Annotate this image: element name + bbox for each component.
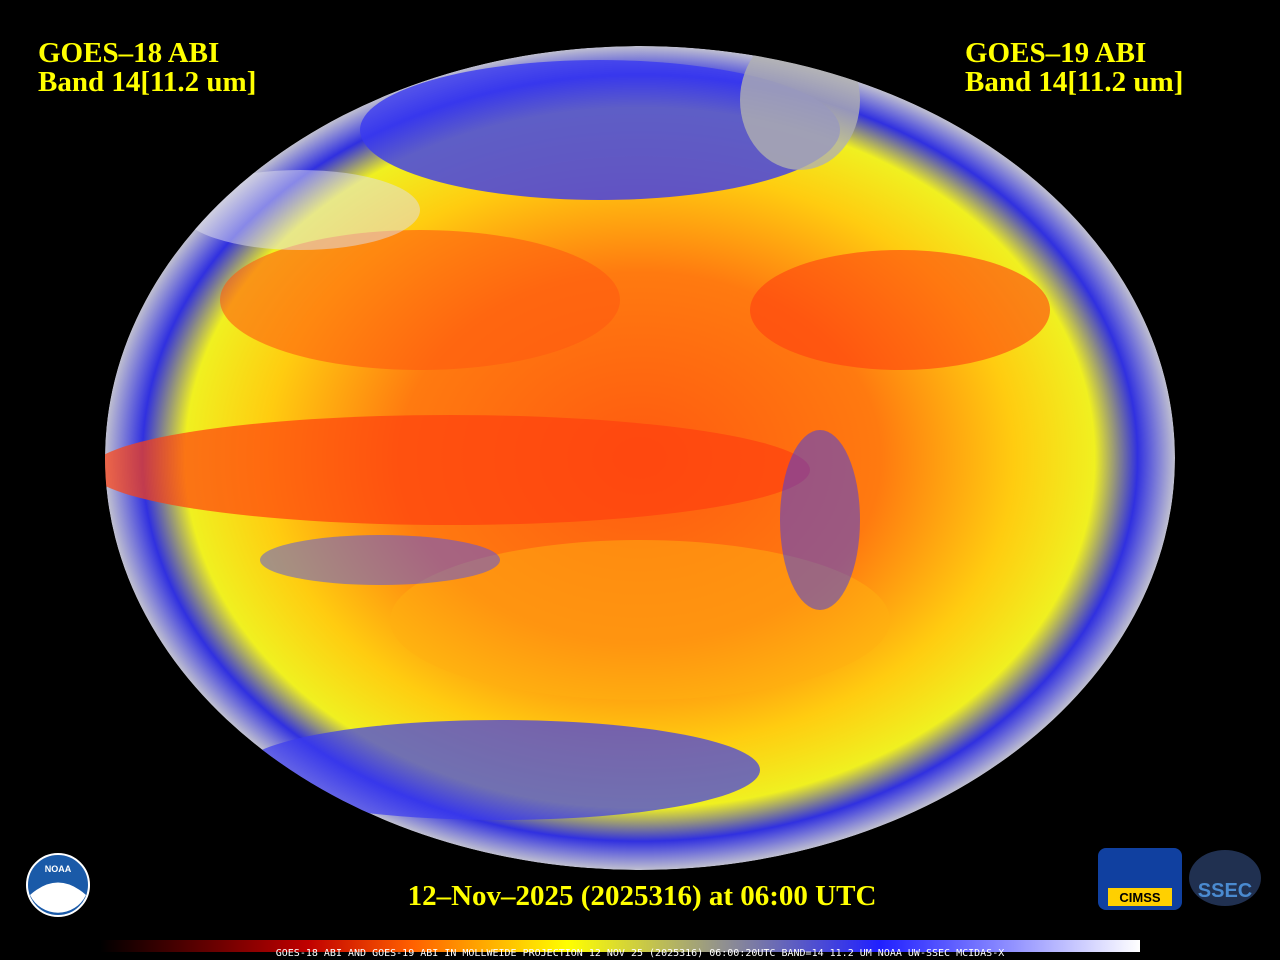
cimss-logo: CIMSS <box>1098 848 1182 910</box>
noaa-label: NOAA <box>45 864 72 874</box>
color-bar <box>100 940 1140 952</box>
right-title: GOES–19 ABI <box>965 37 1146 69</box>
noaa-logo: NOAA <box>26 853 90 917</box>
caption: GOES-18 ABI AND GOES-19 ABI IN MOLLWEIDE… <box>276 948 1004 959</box>
ssec-logo: SSEC <box>1189 850 1261 906</box>
timestamp: 12–Nov–2025 (2025316) at 06:00 UTC <box>408 880 877 912</box>
left-title: GOES–18 ABI <box>38 37 219 69</box>
ssec-label: SSEC <box>1198 880 1252 902</box>
globe-image <box>105 46 1175 870</box>
cimss-label: CIMSS <box>1119 890 1161 905</box>
right-subtitle: Band 14[11.2 um] <box>965 66 1183 98</box>
left-subtitle: Band 14[11.2 um] <box>38 66 256 98</box>
